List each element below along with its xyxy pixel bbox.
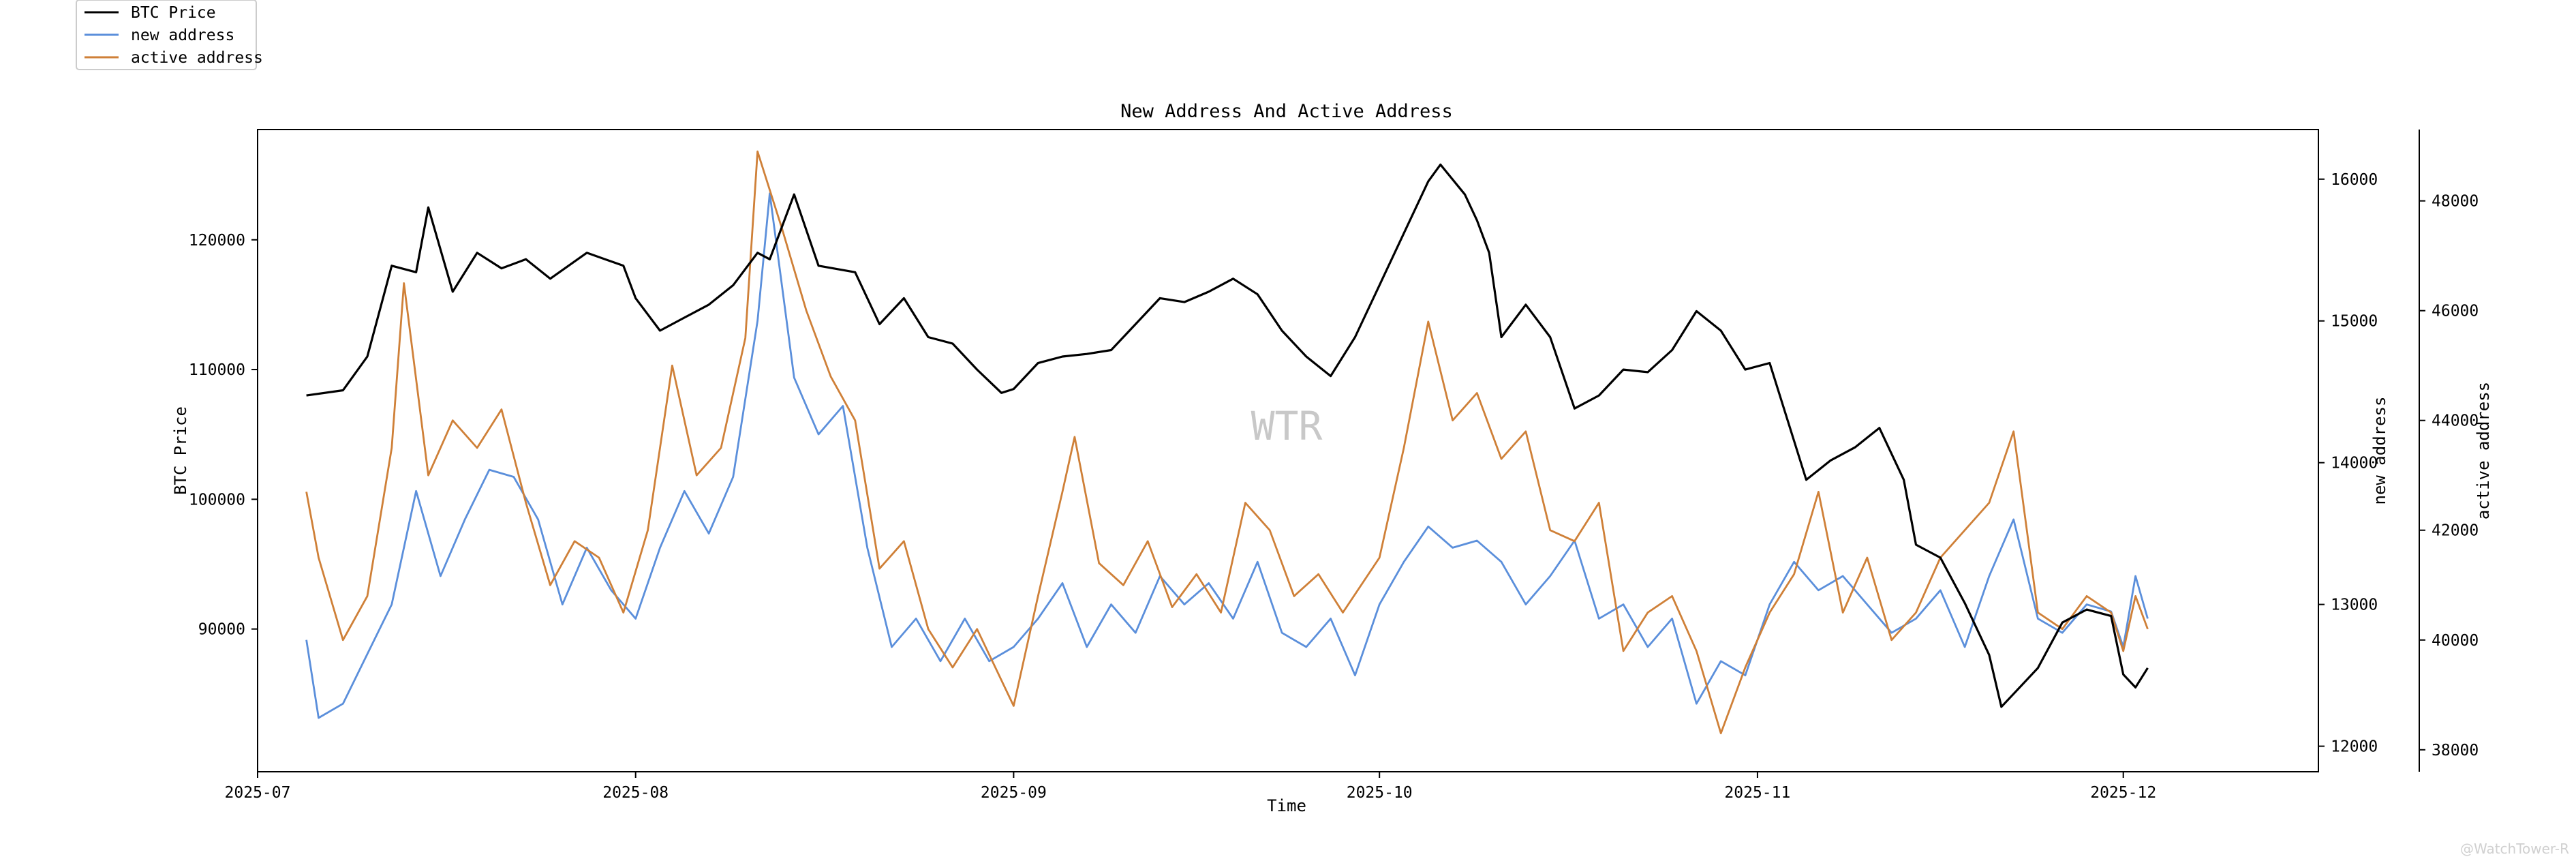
y-tick-label: 13000 xyxy=(2331,597,2378,614)
y-tick-label: 120000 xyxy=(189,232,245,250)
y-tick-label: 110000 xyxy=(189,361,245,379)
y-axis-label: new address xyxy=(2370,397,2389,505)
series-line xyxy=(306,163,2149,708)
x-tick-label: 2025-07 xyxy=(225,784,291,802)
y-tick-label: 48000 xyxy=(2432,193,2479,211)
x-tick-label: 2025-10 xyxy=(1347,784,1413,802)
x-tick-label: 2025-08 xyxy=(602,784,669,802)
series-line xyxy=(305,192,2149,719)
y-axis-label: BTC Price xyxy=(171,406,190,495)
x-tick-label: 2025-09 xyxy=(981,784,1047,802)
legend-label: BTC Price xyxy=(131,4,216,22)
y-axis-label: active address xyxy=(2474,382,2493,519)
series-layer xyxy=(305,150,2149,734)
y-tick-label: 44000 xyxy=(2432,412,2479,430)
y-tick-label: 90000 xyxy=(198,621,245,639)
x-tick-label: 2025-12 xyxy=(2090,784,2156,802)
x-axis-label: Time xyxy=(1267,796,1306,815)
watermark: WTR xyxy=(1251,403,1323,449)
y-tick-label: 15000 xyxy=(2331,313,2378,331)
y-tick-label: 14000 xyxy=(2331,455,2378,472)
series-line xyxy=(305,150,2149,734)
legend-frame xyxy=(76,0,257,70)
legend-label: active address xyxy=(131,49,263,67)
axes-group: 2025-07 2025-08 2025-09 2025-10 2025-11 2025-… xyxy=(171,129,2493,802)
legend: BTC Price new address active address xyxy=(76,0,263,70)
y-tick-label: 38000 xyxy=(2432,742,2479,759)
y-tick-label: 16000 xyxy=(2331,171,2378,189)
y-tick-label: 42000 xyxy=(2432,522,2479,540)
legend-label: new address xyxy=(131,27,234,44)
chart-title: New Address And Active Address xyxy=(1120,101,1453,122)
y-tick-label: 100000 xyxy=(189,491,245,509)
y-tick-label: 12000 xyxy=(2331,738,2378,756)
y-tick-label: 46000 xyxy=(2432,303,2479,320)
x-tick-label: 2025-11 xyxy=(1724,784,1790,802)
y-tick-label: 40000 xyxy=(2432,632,2479,650)
credit-text: @WatchTower-R xyxy=(2460,841,2569,857)
plot-frame xyxy=(257,129,2319,772)
